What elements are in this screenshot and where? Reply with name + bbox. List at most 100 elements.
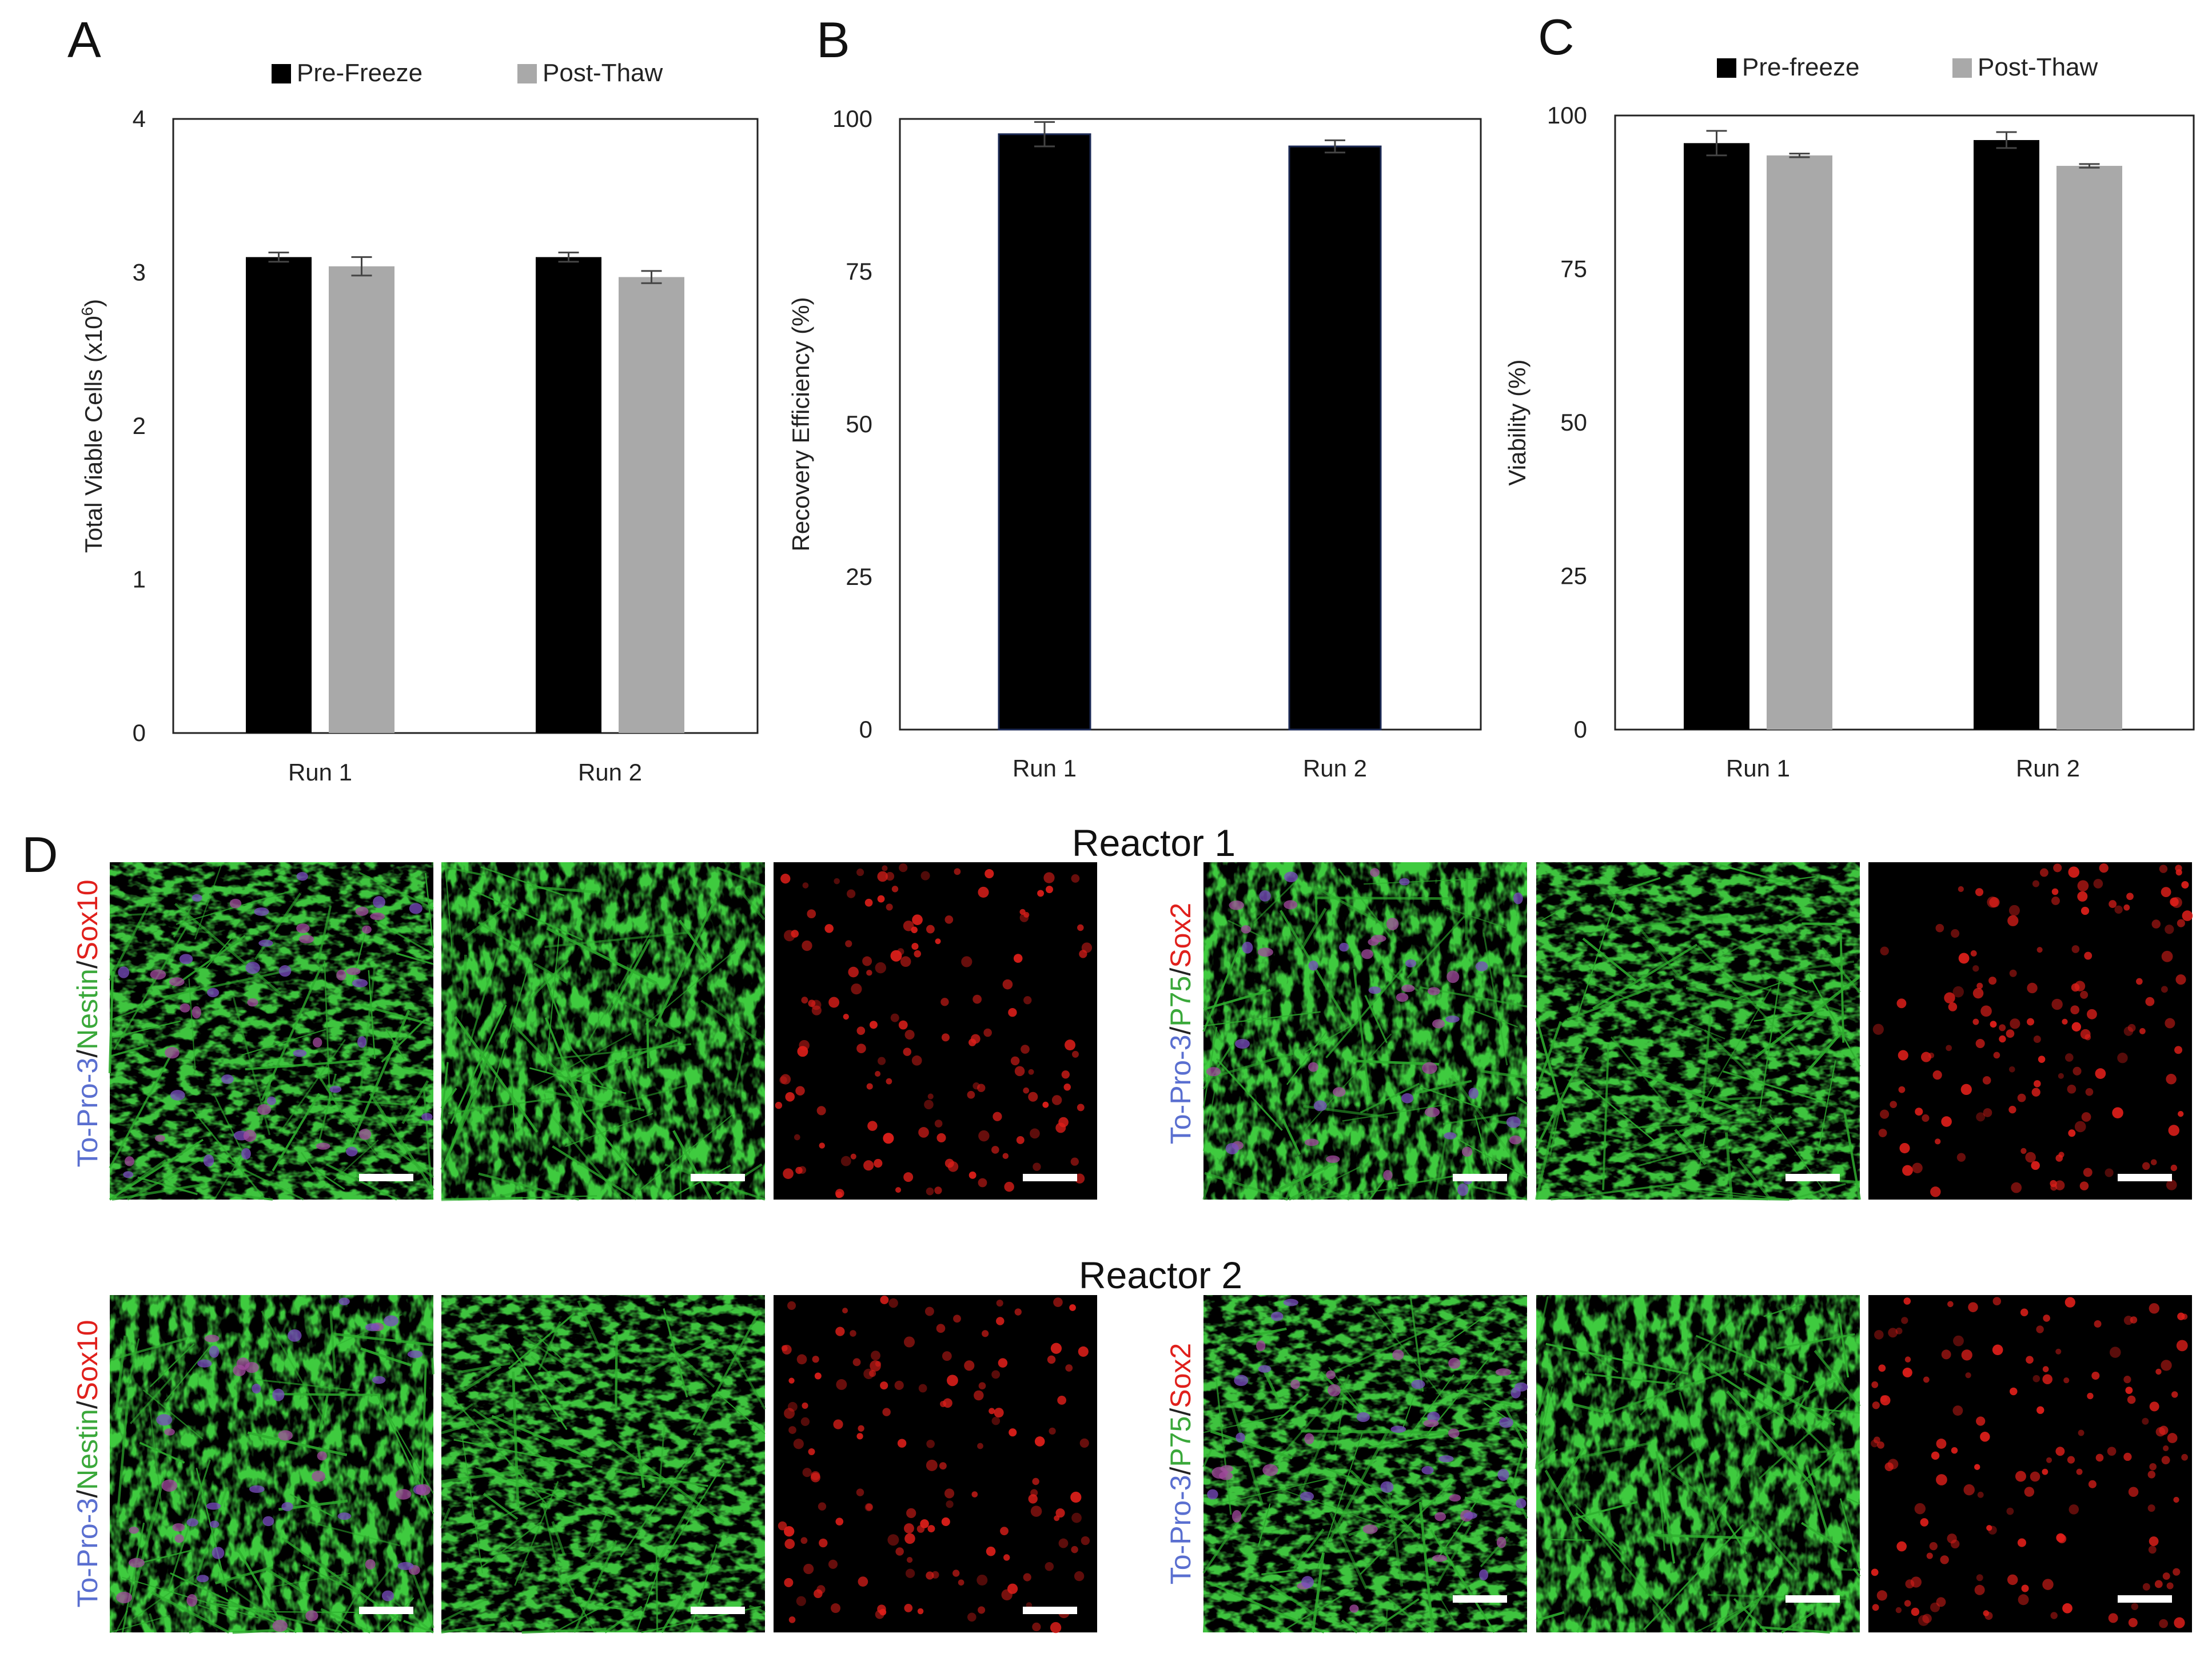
nucleus-red [875, 1610, 884, 1619]
fiber [1804, 1407, 1860, 1415]
y-tick-label: 75 [846, 258, 872, 285]
nucleus-red [1976, 982, 1983, 989]
fiber [163, 966, 301, 998]
nucleus [249, 1485, 265, 1493]
nucleus-red [2148, 1546, 2157, 1554]
fiber [1202, 1448, 1213, 1468]
nucleus-red [808, 999, 816, 1007]
nucleus-red [1001, 1589, 1013, 1600]
nucleus-red [788, 1616, 796, 1623]
nucleus [116, 1591, 133, 1603]
nucleus-red [1976, 1112, 1986, 1122]
fiber [1468, 1008, 1518, 1028]
microscopy-image-green [1535, 1295, 1861, 1634]
fiber [272, 1093, 320, 1172]
nucleus-red [858, 1576, 868, 1587]
nucleus [1328, 1384, 1341, 1397]
nucleus-red [1974, 1464, 1980, 1470]
nucleus-red [2081, 906, 2090, 915]
category-label: Run 2 [578, 759, 642, 786]
nucleus-red [912, 914, 923, 925]
nucleus [1304, 1138, 1319, 1146]
fiber [401, 1080, 429, 1125]
nucleus-red [974, 1390, 984, 1401]
nucleus-red [983, 1028, 992, 1037]
fiber [255, 1379, 360, 1392]
nucleus-red [918, 1127, 929, 1138]
fiber [1582, 937, 1637, 982]
nucleus-red [2130, 1316, 2138, 1324]
nucleus-red [1023, 1087, 1030, 1094]
green-texture [441, 862, 765, 1200]
nucleus-red [856, 869, 864, 877]
nucleus-red [778, 1521, 787, 1531]
nucleus-red [1003, 1554, 1010, 1561]
fiber [1409, 1374, 1454, 1436]
legend-label: Pre-Freeze [297, 59, 423, 87]
y-tick-label: 0 [1574, 716, 1587, 743]
nucleus-red [1872, 1401, 1880, 1409]
fiber [1704, 1029, 1759, 1083]
nucleus [1301, 1576, 1314, 1588]
stain-separator: / [71, 961, 103, 969]
fiber [529, 1067, 627, 1094]
chart-c-viability: 0 25 50 75 100 Viability (%) Run 1 Run 2 Pre-fre… [1504, 53, 2195, 782]
nucleus-red [977, 1574, 988, 1586]
scale-bar [1453, 1595, 1507, 1603]
nucleus-red [2085, 1088, 2094, 1096]
nucleus-red [836, 1379, 847, 1390]
fiber [1807, 973, 1861, 1067]
fiber [300, 1152, 322, 1182]
category-label: Run 1 [1726, 755, 1790, 782]
category-label: Run 1 [288, 759, 352, 786]
nucleus-red [1953, 1335, 1964, 1347]
nucleus-red [797, 1046, 808, 1057]
fiber [513, 1024, 578, 1092]
stain-name: To-Pro-3 [71, 1498, 103, 1608]
fiber [1406, 915, 1465, 979]
fiber [149, 1343, 195, 1388]
nucleus [278, 965, 292, 977]
nucleus-red [935, 938, 941, 945]
nucleus-red [2010, 1387, 2018, 1396]
fiber [678, 919, 708, 959]
fiber [149, 1613, 157, 1633]
nucleus [1390, 1425, 1406, 1433]
fiber [1364, 878, 1482, 885]
fiber [1549, 1098, 1563, 1156]
nucleus-red [2161, 887, 2171, 898]
fiber [259, 1077, 273, 1124]
nucleus-red [2077, 880, 2089, 892]
fiber [1838, 1313, 1850, 1378]
fiber [1450, 1074, 1528, 1178]
fiber [1458, 1139, 1528, 1178]
nucleus-red [952, 1570, 960, 1577]
fiber [443, 1403, 473, 1426]
nucleus [212, 1547, 225, 1559]
fiber [1817, 1060, 1836, 1154]
reactor-2-title: Reactor 2 [1079, 1254, 1242, 1296]
nucleus-red [1023, 996, 1032, 1005]
fiber [1789, 1182, 1846, 1201]
nucleus-red [1021, 1045, 1030, 1054]
fiber [1311, 1552, 1325, 1633]
nucleus [416, 1484, 431, 1496]
nucleus-red [894, 1380, 904, 1390]
nucleus-red [993, 1112, 1002, 1121]
nucleus-red [2109, 900, 2117, 909]
fiber [530, 1355, 571, 1394]
y-tick-label: 0 [133, 719, 146, 746]
stain-label: To-Pro-3/P75/Sox2 [1165, 903, 1197, 1144]
nucleus [164, 1428, 175, 1436]
fiber [1764, 971, 1808, 993]
stain-label: To-Pro-3/Nestin/Sox10 [71, 1320, 103, 1607]
nucleus-red [2109, 1347, 2121, 1358]
fiber [1204, 1172, 1289, 1201]
nucleus-red [780, 874, 791, 884]
nucleus-red [989, 1408, 995, 1415]
nucleus-red [2149, 1536, 2159, 1546]
y-tick-label: 100 [1547, 102, 1587, 129]
microscopy-image-green [440, 1295, 766, 1634]
nucleus-red [2071, 945, 2080, 953]
nucleus [409, 903, 423, 914]
